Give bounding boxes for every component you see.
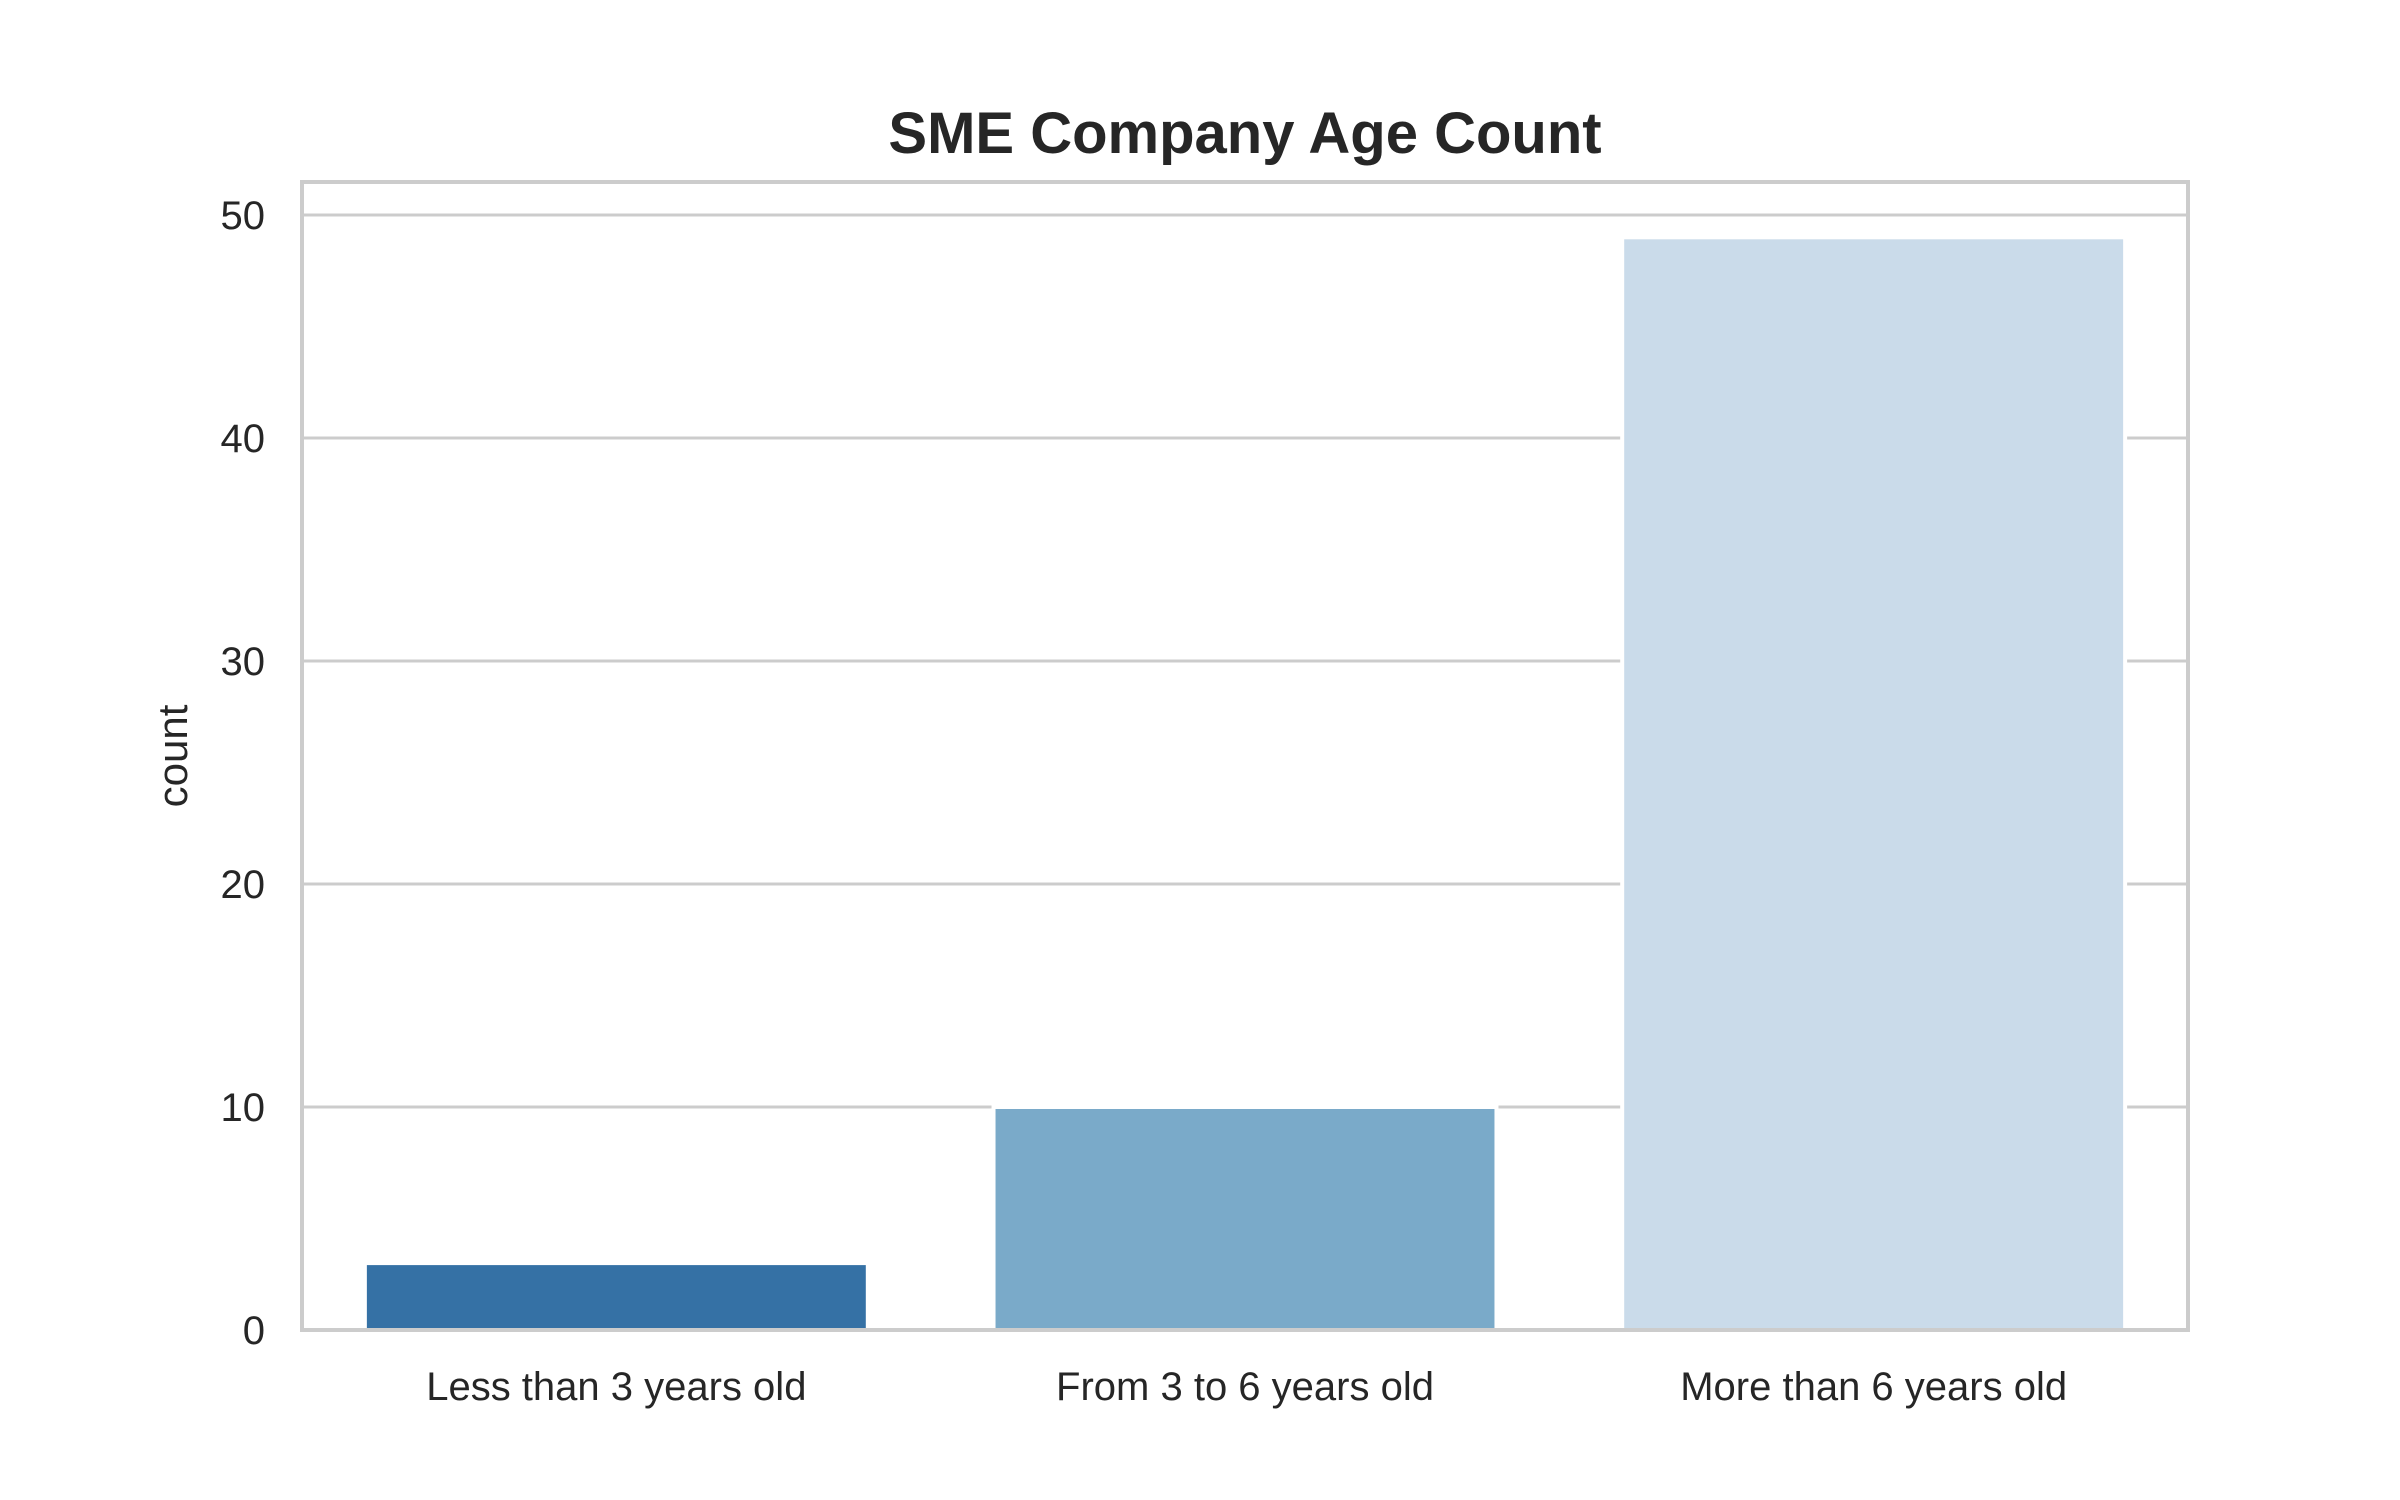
x-tick-labels: Less than 3 years old From 3 to 6 years o… xyxy=(426,1365,2067,1409)
bar-1 xyxy=(362,1261,870,1332)
plot-frame xyxy=(300,180,2190,1332)
y-tick-label: 50 xyxy=(221,194,266,238)
x-tick-label: From 3 to 6 years old xyxy=(1056,1365,1434,1409)
x-tick-label: More than 6 years old xyxy=(1680,1365,2067,1409)
bar-2 xyxy=(991,1105,1499,1332)
bar-3 xyxy=(1620,235,2128,1332)
y-tick-label: 30 xyxy=(221,640,266,684)
y-tick-label: 10 xyxy=(221,1086,266,1130)
y-tick-label: 20 xyxy=(221,863,266,907)
y-tick-label: 40 xyxy=(221,417,266,461)
y-tick-label: 0 xyxy=(243,1309,265,1353)
y-axis-label: count xyxy=(149,704,196,807)
chart-title: SME Company Age Count xyxy=(888,101,1601,166)
y-tick-labels: 0 10 20 30 40 50 xyxy=(221,194,266,1353)
bars xyxy=(362,235,2128,1332)
x-tick-label: Less than 3 years old xyxy=(426,1365,806,1409)
